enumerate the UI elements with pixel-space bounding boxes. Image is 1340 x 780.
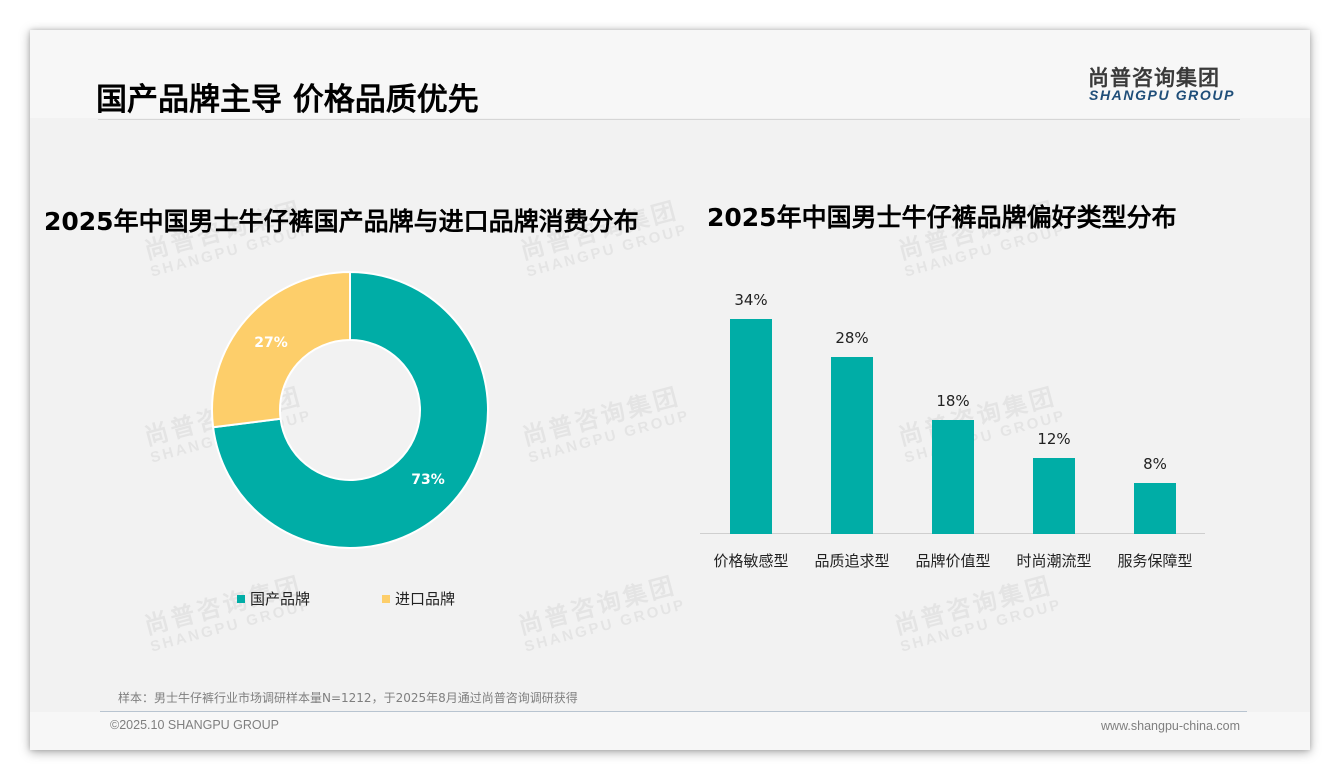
- donut-label-domestic: 73%: [411, 472, 445, 488]
- legend-swatch-yellow: [382, 594, 390, 603]
- bar-brand-value: [932, 420, 974, 534]
- copyright-text: ©2025.10 SHANGPU GROUP: [110, 718, 279, 732]
- logo-chinese: 尚普咨询集团: [1088, 66, 1220, 90]
- legend-label-domestic: 国产品牌: [250, 590, 311, 608]
- donut-legend-item-domestic: 国产品牌: [237, 588, 310, 609]
- bar-category-fashion-trend: 时尚潮流型: [1016, 552, 1092, 570]
- footer-divider: [100, 711, 1247, 712]
- legend-label-imported: 进口品牌: [395, 590, 456, 608]
- bar-quality-seeking: [831, 356, 873, 534]
- bar-category-service-guarantee: 服务保障型: [1117, 552, 1193, 570]
- donut-chart: 73% 27%: [211, 270, 489, 549]
- website-link[interactable]: www.shangpu-china.com: [1101, 719, 1240, 733]
- donut-legend-item-imported: 进口品牌: [382, 588, 455, 609]
- bar-value-fashion-trend: 12%: [1037, 430, 1071, 449]
- bar-category-quality-seeking: 品质追求型: [814, 552, 890, 570]
- donut-chart-title: 2025年中国男士牛仔裤国产品牌与进口品牌消费分布: [44, 207, 639, 236]
- bar-service-guarantee: [1134, 483, 1176, 534]
- bar-value-brand-value: 18%: [936, 392, 970, 411]
- bar-fashion-trend: [1033, 458, 1075, 534]
- header-band: [30, 30, 1310, 118]
- legend-swatch-teal: [237, 594, 245, 603]
- bar-chart-title: 2025年中国男士牛仔裤品牌偏好类型分布: [707, 203, 1177, 232]
- bar-price-sensitive: [730, 319, 772, 534]
- header-divider: [98, 119, 1240, 120]
- footer-band: [30, 712, 1310, 750]
- bar-value-service-guarantee: 8%: [1143, 455, 1167, 474]
- logo-english: SHANGPU GROUP: [1089, 87, 1236, 103]
- sample-note: 样本：男士牛仔裤行业市场调研样本量N=1212，于2025年8月通过尚普咨询调研…: [118, 691, 578, 705]
- bar-chart: 34% 价格敏感型 28% 品质追求型 18% 品牌价值型 12% 时尚潮流型 8% 服务保障型: [30, 30, 1310, 750]
- page-title: 国产品牌主导 价格品质优先: [96, 82, 479, 118]
- donut-slice-imported: [211, 270, 351, 429]
- donut-slice-domestic: [211, 270, 489, 549]
- bar-category-price-sensitive: 价格敏感型: [713, 552, 789, 570]
- bar-value-quality-seeking: 28%: [835, 328, 869, 347]
- slide: 尚普咨询集团 SHANGPU GROUP 尚普咨询集团 SHANGPU GROUP 尚普…: [30, 30, 1310, 750]
- bar-value-price-sensitive: 34%: [734, 291, 768, 309]
- bar-category-brand-value: 品牌价值型: [915, 552, 991, 570]
- donut-label-imported: 27%: [254, 335, 288, 351]
